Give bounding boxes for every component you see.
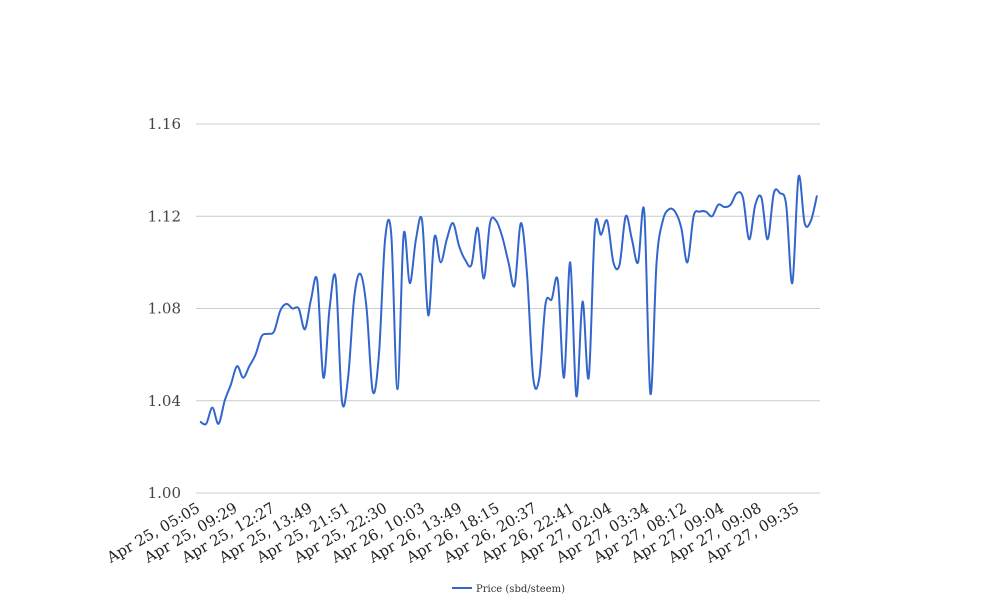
legend-label: Price (sbd/steem) (476, 584, 565, 595)
y-tick-label: 1.04 (148, 392, 181, 410)
y-axis-ticks: 1.00 1.04 1.08 1.12 1.16 (148, 115, 181, 502)
gridlines (196, 123, 820, 494)
series-line (199, 174, 818, 426)
y-tick-label: 1.08 (148, 300, 181, 318)
series-lines (199, 174, 818, 426)
y-tick-label: 1.00 (148, 484, 181, 502)
legend: Price (sbd/steem) (452, 584, 565, 595)
y-tick-label: 1.12 (148, 207, 181, 225)
y-tick-label: 1.16 (148, 115, 181, 133)
